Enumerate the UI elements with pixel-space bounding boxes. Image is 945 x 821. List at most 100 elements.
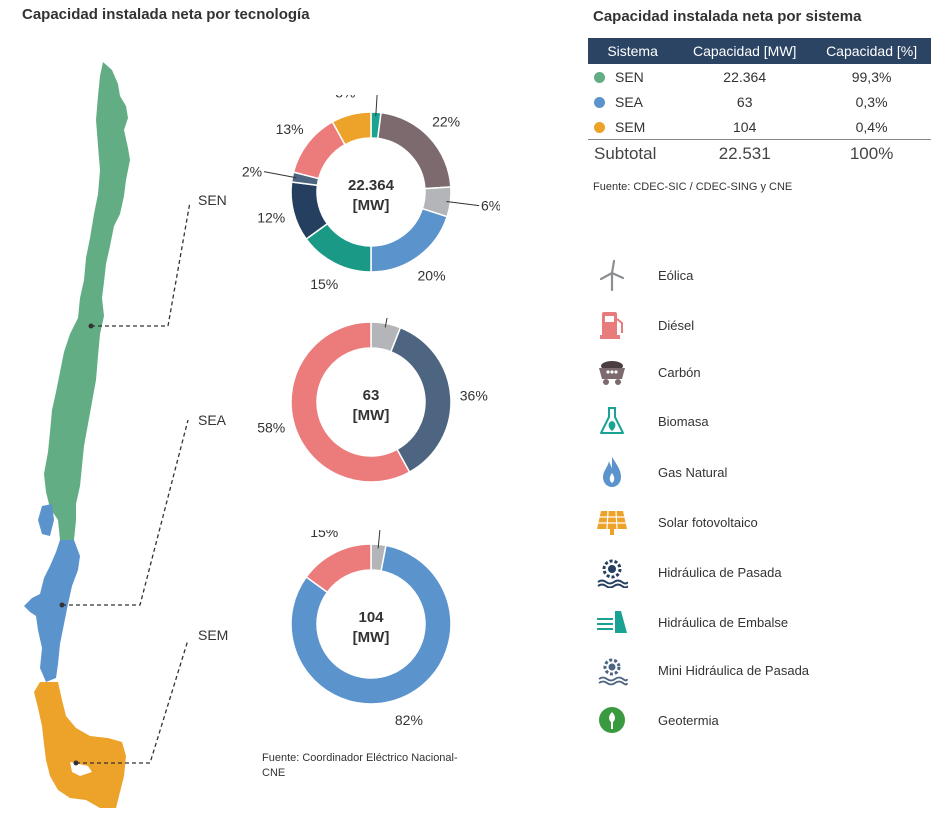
header-capacidad-pct: Capacidad [%]	[812, 38, 931, 64]
legend-label: Carbón	[658, 364, 701, 380]
legend-label: Diésel	[658, 317, 695, 333]
legend-label: Eólica	[658, 267, 694, 283]
cell-system-label: SEN	[615, 68, 644, 85]
slice-label: 15%	[310, 276, 338, 292]
map-region-sem	[34, 682, 126, 808]
map-region-sea-island	[38, 504, 54, 536]
sem-dot-icon	[594, 121, 605, 133]
cell-mw: 104	[733, 118, 757, 135]
leader-line	[384, 318, 388, 328]
legend-item-geotermia: Geotermia	[594, 703, 719, 737]
water-wheel-icon	[594, 555, 630, 589]
slice-label: 58%	[257, 420, 285, 436]
cell-mw: 22.364	[723, 68, 767, 85]
table-row: SEN 22.364 99,3%	[588, 64, 931, 89]
legend-label: Biomasa	[658, 413, 709, 429]
leader-line	[446, 201, 480, 207]
leader-line	[263, 171, 297, 179]
cell-system-label: SEA	[615, 93, 644, 110]
legend-item-hidraulica-embalse: Hidráulica de Embalse	[594, 605, 788, 639]
slice-label: 6%	[481, 198, 500, 214]
subtotal-mw: 22.531	[677, 139, 813, 168]
map-region-sea	[24, 540, 80, 682]
cell-system: SEN	[588, 64, 677, 89]
legend-item-mini-hidraulica: Mini Hidráulica de Pasada	[594, 653, 809, 687]
map-label-sea: SEA	[198, 412, 227, 428]
mini-water-wheel-icon	[594, 653, 630, 687]
flask-leaf-icon	[594, 404, 630, 438]
legend-item-carbon: Carbón	[594, 355, 701, 389]
legend-item-solar: Solar fotovoltaico	[594, 505, 758, 539]
chart-source-line-1: Fuente: Coordinador Eléctrico Nacional-	[262, 752, 458, 764]
donut-center-value: 63	[363, 387, 380, 404]
dam-icon	[594, 605, 630, 639]
table-source: Fuente: CDEC-SIC / CDEC-SING y CNE	[593, 181, 793, 193]
donut-chart-sem: 3%82%15%104[MW]	[290, 530, 452, 728]
donut-center-value: 104	[358, 609, 384, 626]
donut-chart-sen: 2%22%6%20%15%12%2%13%8%22.364[MW]	[242, 95, 500, 292]
slice-label: 20%	[418, 267, 446, 283]
slice-label: 15%	[310, 530, 338, 540]
slice-label: 12%	[257, 210, 285, 226]
legend-item-biomasa: Biomasa	[594, 404, 709, 438]
subtotal-pct: 100%	[812, 139, 931, 168]
slice-label: 82%	[395, 712, 423, 728]
legend-item-diesel: Diésel	[594, 308, 694, 342]
donut-slice-sem-2	[305, 543, 372, 594]
donut-slice-sen-8	[331, 111, 372, 146]
coal-cart-icon	[594, 355, 630, 389]
donut-center-unit: [MW]	[353, 197, 390, 214]
legend-label: Gas Natural	[658, 464, 728, 480]
donut-slice-sea-2	[290, 321, 411, 483]
cell-pct: 0,4%	[855, 118, 888, 135]
cell-system-label: SEM	[615, 118, 646, 135]
donut-center-value: 22.364	[348, 177, 395, 194]
chart-source-line-2: CNE	[262, 767, 286, 779]
sen-dot-icon	[594, 71, 605, 83]
map-region-sen	[44, 62, 130, 540]
legend-label: Solar fotovoltaico	[658, 514, 758, 530]
legend-item-hidraulica-pasada: Hidráulica de Pasada	[594, 555, 782, 589]
chart-source: Fuente: Coordinador Eléctrico Nacional- …	[262, 751, 458, 781]
map-label-sem: SEM	[198, 627, 229, 643]
right-table-title: Capacidad instalada neta por sistema	[593, 8, 862, 25]
table-header-row: Sistema Capacidad [MW] Capacidad [%]	[588, 38, 931, 64]
cell-pct: 99,3%	[851, 68, 892, 85]
fuel-pump-icon	[594, 308, 630, 342]
table-row: SEA 63 0,3%	[588, 89, 931, 114]
slice-label: 36%	[460, 388, 488, 404]
wind-turbine-icon	[594, 258, 630, 292]
slice-label: 22%	[432, 113, 460, 129]
donut-center-unit: [MW]	[353, 407, 390, 424]
system-capacity-table: Sistema Capacidad [MW] Capacidad [%] SEN…	[588, 38, 931, 168]
donut-slice-sea-1	[389, 326, 452, 474]
flame-icon	[594, 455, 630, 489]
donut-slice-sem-1	[290, 544, 452, 705]
subtotal-label: Subtotal	[588, 139, 678, 168]
callout-line-sea	[62, 419, 189, 606]
leader-line	[377, 530, 381, 549]
marker-sem	[73, 760, 79, 766]
cell-system: SEM	[588, 114, 677, 140]
cell-system: SEA	[588, 89, 677, 114]
cell-pct: 0,3%	[855, 93, 888, 110]
legend-item-gas-natural: Gas Natural	[594, 455, 727, 489]
solar-panel-icon	[594, 505, 630, 539]
sea-dot-icon	[594, 96, 605, 108]
left-chart-title: Capacidad instalada neta por tecnología	[22, 6, 310, 23]
geothermal-icon	[594, 703, 630, 737]
leader-line	[375, 95, 378, 117]
legend-label: Hidráulica de Embalse	[658, 614, 789, 630]
donut-chart-sea: 6%36%58%63[MW]	[257, 318, 488, 483]
legend-label: Mini Hidráulica de Pasada	[658, 662, 810, 678]
legend-label: Geotermia	[658, 712, 719, 728]
marker-sen	[88, 323, 94, 329]
table-row: SEM 104 0,4%	[588, 114, 931, 140]
marker-sea	[59, 602, 65, 608]
callout-line-sen	[91, 201, 191, 327]
table-subtotal-row: Subtotal 22.531 100%	[588, 139, 931, 168]
map-label-sen: SEN	[198, 192, 227, 208]
chile-map	[24, 62, 191, 808]
donut-center-unit: [MW]	[353, 629, 390, 646]
legend-label: Hidráulica de Pasada	[658, 564, 782, 580]
